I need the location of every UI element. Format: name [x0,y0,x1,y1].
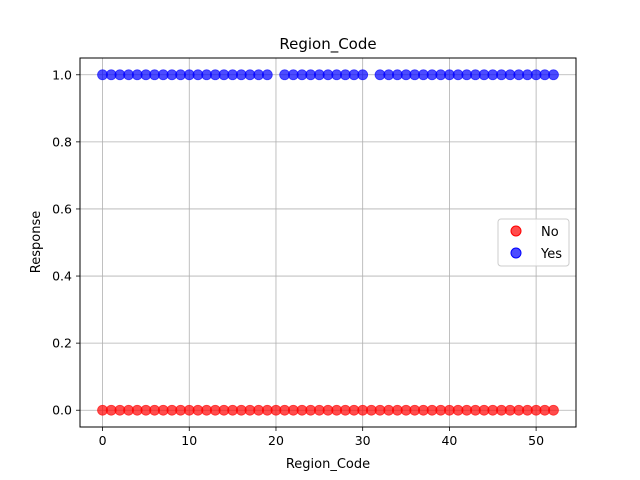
y-tick-label: 0.0 [52,403,72,418]
data-points [97,69,559,416]
x-tick-label: 50 [528,433,544,448]
point-yes [261,69,273,81]
y-tick-label: 0.6 [52,201,72,216]
y-tick-label: 0.8 [52,134,72,149]
x-tick-label: 10 [181,433,197,448]
axis-ticks: 0 10 20 30 40 50 0.0 0.2 0.4 0.6 0.8 1.0 [52,67,544,448]
legend-marker-no [510,225,522,237]
x-tick-label: 0 [99,433,107,448]
point-yes [548,69,559,81]
y-tick-label: 0.2 [52,336,72,351]
point-no [548,404,559,416]
chart-title: Region_Code [279,35,376,54]
point-yes [357,69,369,81]
legend-marker-yes [510,247,522,259]
x-axis-label: Region_Code [286,457,370,472]
x-tick-label: 40 [441,433,457,448]
legend: No Yes [497,218,570,267]
legend-label-no: No [541,225,559,240]
x-tick-label: 20 [268,433,284,448]
plot-area-frame [79,57,577,428]
y-tick-label: 1.0 [52,67,72,82]
x-tick-label: 30 [355,433,371,448]
legend-label-yes: Yes [540,247,562,262]
y-tick-label: 0.4 [52,269,72,284]
y-axis-label: Response [29,211,44,273]
